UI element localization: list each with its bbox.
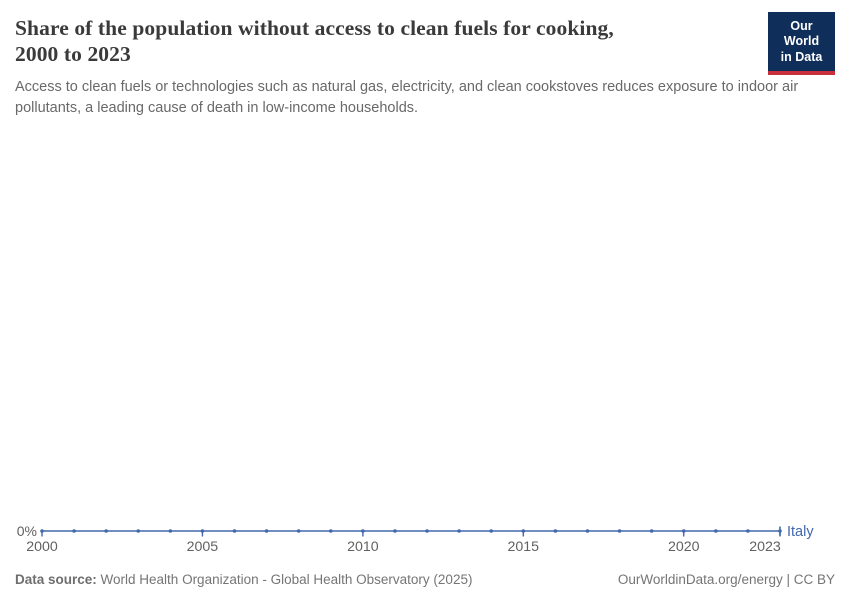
line-chart-svg: 0% Italy 2000 2005 2010 2015 2020 2023 — [17, 523, 815, 555]
data-point — [585, 529, 590, 533]
x-tick-label: 2020 — [668, 539, 700, 555]
entity-label: Italy — [787, 524, 814, 540]
data-point — [168, 529, 173, 533]
data-point — [617, 529, 622, 533]
data-point — [104, 529, 108, 533]
owid-logo: Our World in Data — [768, 12, 835, 75]
data-point — [714, 529, 718, 533]
data-point — [681, 529, 686, 533]
x-tick-label: 2023 — [749, 539, 781, 555]
x-tick-label: 2015 — [508, 539, 540, 555]
data-point — [72, 529, 76, 533]
data-point — [457, 529, 461, 533]
data-point — [489, 529, 494, 533]
owid-logo-line1: Our World — [783, 19, 820, 49]
data-point — [328, 529, 333, 533]
owid-logo-line2: in Data — [780, 49, 823, 64]
chart-title-line1: Share of the population without access t… — [15, 16, 614, 40]
chart-subtitle: Access to clean fuels or technologies su… — [15, 79, 799, 117]
data-point — [264, 529, 269, 533]
data-point — [136, 529, 141, 533]
data-point — [649, 529, 654, 533]
chart-title-line2: 2000 to 2023 — [15, 42, 131, 67]
x-tick-label: 2010 — [347, 539, 379, 555]
data-point — [361, 529, 365, 533]
x-tick-label: 2005 — [187, 539, 219, 555]
data-source-text: World Health Organization - Global Healt… — [96, 572, 473, 587]
data-point — [746, 529, 750, 533]
y-axis-label: 0% — [17, 523, 37, 539]
chart-header: Share of the population without access t… — [15, 12, 835, 119]
data-point — [553, 529, 558, 533]
chart-title: Share of the population without access t… — [15, 15, 755, 67]
data-point — [40, 529, 44, 533]
data-point — [521, 529, 526, 533]
data-source: Data source: World Health Organization -… — [15, 572, 472, 587]
chart-footer: Data source: World Health Organization -… — [15, 572, 835, 587]
license-link[interactable]: OurWorldinData.org/energy | CC BY — [617, 572, 835, 587]
line-chart: 0% Italy 2000 2005 2010 2015 2020 2023 — [0, 505, 850, 567]
data-point — [200, 529, 205, 533]
data-point — [296, 529, 301, 533]
data-source-label: Data source: — [15, 572, 97, 587]
data-point — [425, 529, 429, 533]
data-point — [393, 529, 397, 533]
data-point — [232, 529, 237, 533]
x-tick-label: 2000 — [26, 539, 58, 555]
